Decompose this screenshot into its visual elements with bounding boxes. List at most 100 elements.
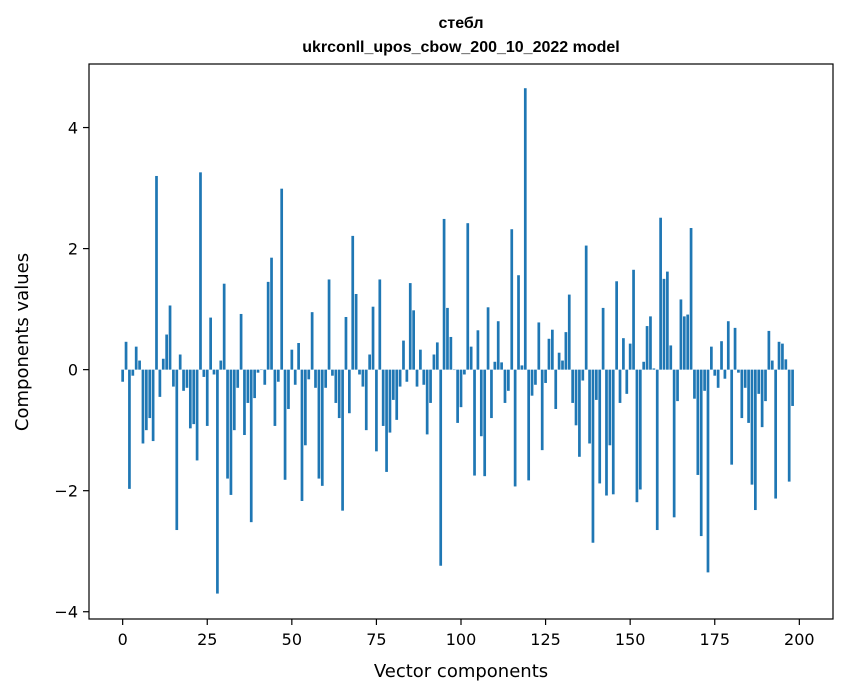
bar-139 — [591, 369, 595, 543]
y-tick-label--2: −2 — [54, 482, 78, 501]
bar-125 — [544, 369, 547, 383]
bar-46 — [276, 369, 280, 382]
bar-4 — [134, 346, 138, 370]
bar-83 — [402, 340, 405, 370]
bar-113 — [503, 369, 507, 403]
bar-91 — [429, 369, 432, 403]
bar-143 — [605, 369, 608, 496]
x-tick-label-50: 50 — [282, 630, 302, 649]
x-tick-label-100: 100 — [446, 630, 477, 649]
bar-68 — [351, 235, 355, 370]
bar-74 — [371, 306, 375, 370]
bar-191 — [767, 330, 771, 370]
bar-105 — [476, 330, 480, 370]
bar-52 — [297, 343, 300, 370]
bar-176 — [716, 369, 720, 388]
bar-130 — [561, 360, 564, 370]
bar-21 — [192, 369, 196, 425]
bar-59 — [320, 369, 324, 486]
bar-57 — [314, 369, 317, 388]
bar-34 — [236, 369, 240, 388]
bar-45 — [273, 369, 277, 426]
bar-109 — [490, 369, 493, 419]
x-tick-label-175: 175 — [699, 630, 730, 649]
bar-169 — [693, 369, 696, 399]
bar-70 — [358, 369, 361, 375]
bar-44 — [270, 257, 273, 370]
bar-88 — [419, 349, 422, 370]
bar-103 — [469, 346, 473, 370]
bar-39 — [253, 369, 256, 399]
bar-42 — [263, 369, 267, 385]
bar-168 — [689, 228, 693, 370]
bar-135 — [578, 369, 581, 457]
bar-series — [121, 88, 794, 594]
x-tick-label-75: 75 — [366, 630, 386, 649]
bar-158 — [655, 369, 659, 531]
bar-47 — [280, 188, 284, 370]
bar-196 — [784, 359, 788, 370]
bar-173 — [706, 369, 710, 573]
bar-153 — [638, 369, 642, 490]
bar-81 — [395, 369, 399, 420]
bar-123 — [537, 322, 541, 370]
x-tick-label-25: 25 — [197, 630, 217, 649]
bar-136 — [581, 369, 585, 381]
bar-58 — [317, 369, 321, 479]
x-tick-label-0: 0 — [118, 630, 128, 649]
bar-92 — [432, 354, 436, 370]
bar-154 — [642, 361, 646, 370]
bar-101 — [463, 369, 466, 375]
bar-152 — [635, 369, 639, 503]
bar-129 — [557, 352, 561, 370]
bar-17 — [178, 354, 182, 370]
bar-172 — [703, 369, 706, 391]
bar-85 — [408, 283, 412, 370]
bar-93 — [435, 342, 439, 370]
bar-115 — [510, 229, 514, 370]
x-tick-label-200: 200 — [784, 630, 815, 649]
bar-184 — [743, 369, 747, 388]
bar-114 — [507, 369, 510, 391]
bar-164 — [676, 369, 679, 402]
bar-15 — [172, 369, 175, 387]
bar-26 — [209, 317, 212, 370]
bar-3 — [131, 369, 135, 376]
bar-193 — [774, 369, 778, 499]
bar-11 — [158, 369, 162, 397]
bar-127 — [551, 329, 554, 370]
bar-190 — [764, 369, 767, 402]
bar-56 — [310, 312, 314, 370]
bar-50 — [290, 349, 294, 370]
bar-60 — [324, 369, 328, 388]
bar-27 — [212, 369, 216, 375]
bar-192 — [770, 360, 774, 370]
bar-53 — [300, 369, 304, 501]
chart-title-line-1: стебл — [438, 15, 483, 32]
bar-117 — [517, 275, 520, 370]
x-axis-ticks: 0 25 50 75 100 125 150 175 200 — [118, 619, 815, 649]
bar-108 — [486, 307, 490, 370]
bar-38 — [249, 369, 253, 523]
bar-19 — [185, 369, 189, 388]
bar-148 — [622, 338, 625, 370]
y-axis-label: Components values — [12, 253, 33, 431]
bar-138 — [588, 369, 591, 444]
bar-16 — [175, 369, 179, 531]
bar-159 — [659, 217, 662, 370]
bar-124 — [540, 369, 544, 451]
y-tick-label--4: −4 — [54, 603, 78, 622]
bar-185 — [747, 369, 750, 423]
bar-40 — [256, 369, 260, 373]
bar-9 — [151, 369, 155, 442]
bar-119 — [523, 88, 527, 370]
bar-12 — [161, 358, 165, 370]
bar-187 — [754, 369, 757, 511]
x-axis-label: Vector components — [374, 661, 548, 682]
bar-174 — [710, 346, 713, 370]
bar-29 — [219, 360, 223, 370]
bar-96 — [446, 307, 449, 370]
bar-61 — [327, 279, 331, 370]
